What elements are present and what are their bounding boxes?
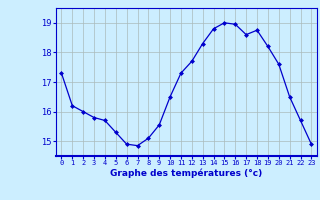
- X-axis label: Graphe des températures (°c): Graphe des températures (°c): [110, 169, 262, 178]
